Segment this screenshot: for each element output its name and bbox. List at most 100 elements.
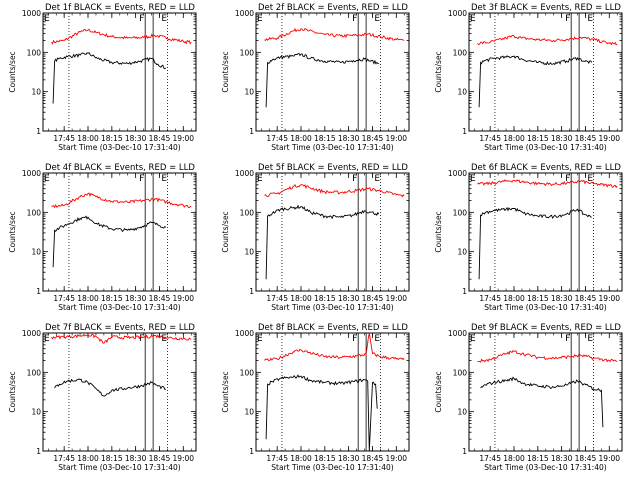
y-tick-label: 10 [457, 88, 467, 97]
y-tick-label: 1000 [235, 9, 254, 18]
detector-panel: Det 2f BLACK = Events, RED = LLD 1 10 100 10… [221, 3, 410, 152]
y-axis-label: Counts/sec [8, 371, 17, 412]
y-tick-label: 100 [240, 208, 255, 217]
x-tick-label: 19:00 [598, 294, 620, 303]
x-tick-label: 18:45 [362, 134, 384, 143]
y-tick-label: 1 [462, 287, 467, 296]
y-axis-label: Counts/sec [221, 51, 230, 92]
x-tick-label: 18:15 [314, 134, 336, 143]
x-axis-label: Start Time (03-Dec-10 17:31:40) [271, 463, 393, 472]
x-tick-label: 17:45 [479, 294, 501, 303]
marker-label: F [565, 14, 570, 24]
y-tick-label: 1 [36, 447, 41, 456]
y-axis-label: Counts/sec [434, 211, 443, 252]
marker-label: F [139, 174, 144, 184]
x-tick-label: 18:45 [362, 454, 384, 463]
y-tick-label: 1 [36, 127, 41, 136]
detector-panel: Det 8f BLACK = Events, RED = LLD 1 10 100 10… [221, 323, 410, 472]
x-tick-label: 18:00 [77, 294, 99, 303]
x-tick-label: 18:00 [290, 454, 312, 463]
events-series-line [265, 374, 378, 452]
x-tick-label: 18:45 [575, 454, 597, 463]
x-tick-label: 17:45 [53, 134, 75, 143]
events-series-line [265, 204, 380, 280]
marker-label: F [352, 334, 357, 344]
x-tick-label: 18:30 [338, 294, 360, 303]
events-series-line [54, 378, 167, 397]
y-tick-label: 1 [36, 287, 41, 296]
events-series-line [52, 215, 167, 268]
lld-series-line [477, 34, 618, 46]
panel-title: Det 8f BLACK = Events, RED = LLD [258, 323, 408, 333]
corner-label: E [374, 334, 380, 344]
x-axis-label: Start Time (03-Dec-10 17:31:40) [58, 143, 180, 152]
x-tick-label: 17:45 [479, 454, 501, 463]
x-axis-label: Start Time (03-Dec-10 17:31:40) [271, 303, 393, 312]
y-tick-label: 1000 [448, 329, 467, 338]
plot-frame [255, 172, 410, 292]
panel-title: Det 4f BLACK = Events, RED = LLD [45, 163, 195, 173]
detector-panel: Det 4f BLACK = Events, RED = LLD 1 10 100 10… [8, 163, 197, 312]
corner-label: E [257, 174, 263, 184]
x-axis-label: Start Time (03-Dec-10 17:31:40) [484, 303, 606, 312]
plot-frame [255, 332, 410, 452]
x-tick-label: 18:30 [125, 294, 147, 303]
corner-label: E [161, 14, 167, 24]
x-tick-label: 19:00 [385, 454, 407, 463]
y-axis-label: Counts/sec [8, 211, 17, 252]
y-tick-label: 10 [31, 248, 41, 257]
corner-label: E [44, 334, 50, 344]
corner-label: E [374, 174, 380, 184]
x-tick-label: 19:00 [598, 454, 620, 463]
panel-title: Det 7f BLACK = Events, RED = LLD [45, 323, 195, 333]
lld-series-line [264, 183, 405, 198]
x-tick-label: 18:15 [527, 294, 549, 303]
y-tick-label: 10 [457, 408, 467, 417]
corner-label: E [470, 14, 476, 24]
y-tick-label: 1 [249, 287, 254, 296]
y-tick-label: 10 [244, 408, 254, 417]
x-tick-label: 18:00 [290, 294, 312, 303]
x-tick-label: 18:30 [551, 294, 573, 303]
detector-panel: Det 9f BLACK = Events, RED = LLD 1 10 100 10… [434, 323, 623, 472]
corner-label: E [374, 14, 380, 24]
events-series-line [265, 53, 379, 108]
y-tick-label: 1000 [448, 9, 467, 18]
panel-title: Det 1f BLACK = Events, RED = LLD [45, 3, 195, 13]
panel-title: Det 6f BLACK = Events, RED = LLD [471, 163, 621, 173]
x-tick-label: 18:30 [125, 454, 147, 463]
plot-frame [42, 12, 197, 132]
x-axis-label: Start Time (03-Dec-10 17:31:40) [484, 143, 606, 152]
x-tick-label: 18:00 [503, 454, 525, 463]
y-tick-label: 1000 [235, 169, 254, 178]
x-tick-label: 18:15 [101, 294, 123, 303]
plot-frame [468, 172, 623, 292]
events-series-line [52, 52, 167, 104]
x-tick-label: 18:45 [149, 134, 171, 143]
plot-frame [255, 12, 410, 132]
marker-label: F [565, 174, 570, 184]
y-tick-label: 1000 [22, 9, 41, 18]
corner-label: E [470, 174, 476, 184]
y-tick-label: 100 [240, 368, 255, 377]
events-series-line [478, 206, 592, 280]
y-axis-label: Counts/sec [434, 51, 443, 92]
x-tick-label: 18:15 [527, 454, 549, 463]
y-tick-label: 100 [27, 208, 42, 217]
y-tick-label: 10 [31, 408, 41, 417]
corner-label: E [587, 334, 593, 344]
x-tick-label: 19:00 [172, 454, 194, 463]
y-tick-label: 100 [453, 208, 468, 217]
y-tick-label: 100 [27, 48, 42, 57]
corner-label: E [44, 14, 50, 24]
x-tick-label: 19:00 [385, 134, 407, 143]
corner-label: E [470, 334, 476, 344]
corner-label: E [257, 334, 263, 344]
lld-series-line [477, 350, 618, 363]
plot-frame [468, 332, 623, 452]
detector-panel: Det 6f BLACK = Events, RED = LLD 1 10 100 10… [434, 163, 623, 312]
lld-series-line [51, 333, 192, 344]
detector-panel: Det 5f BLACK = Events, RED = LLD 1 10 100 10… [221, 163, 410, 312]
x-tick-label: 18:45 [575, 134, 597, 143]
x-tick-label: 18:15 [101, 454, 123, 463]
